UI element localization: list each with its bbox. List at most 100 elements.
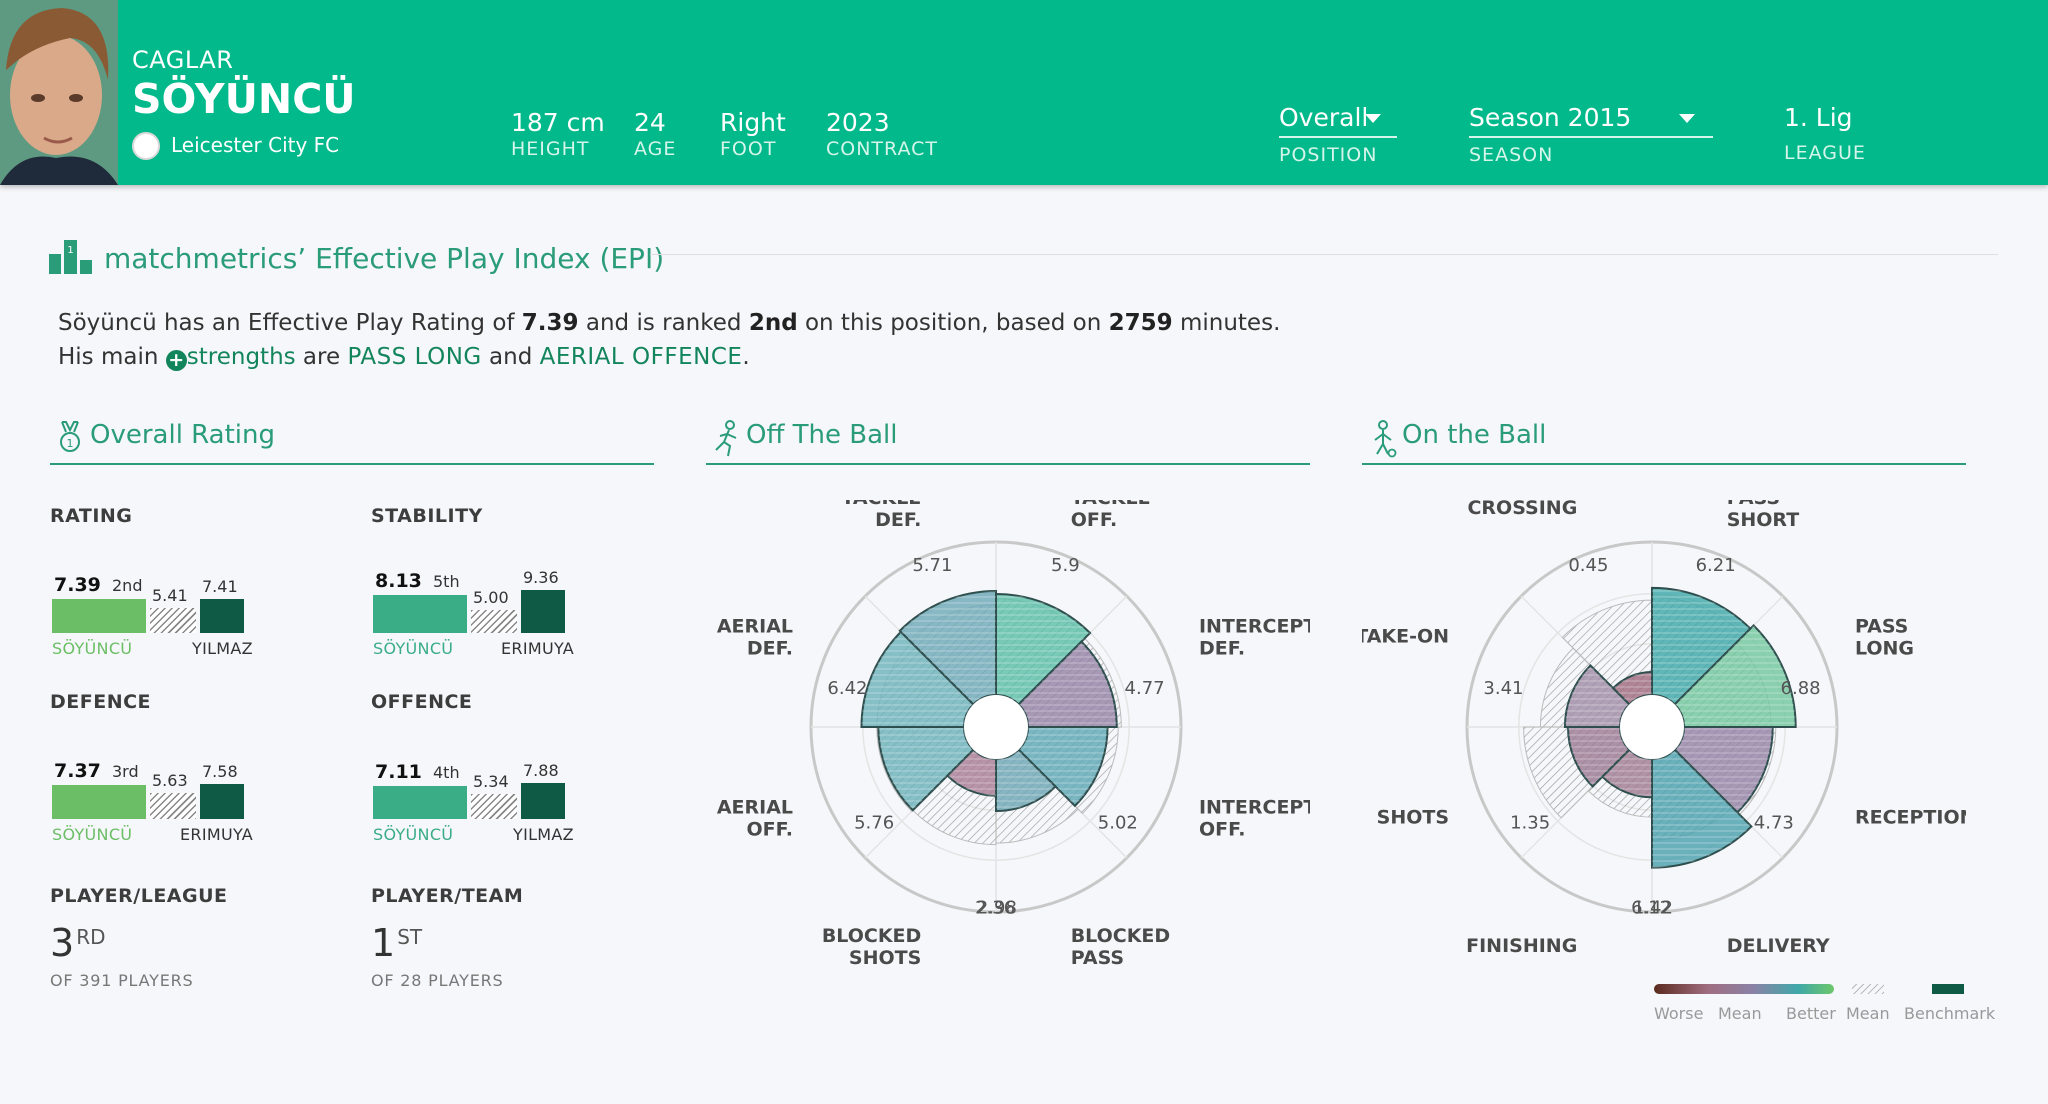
chevron-down-icon [1365, 114, 1381, 123]
radar-axis-value: 5.71 [912, 555, 952, 576]
radar-axis-value: 5.76 [854, 813, 894, 834]
league-value[interactable]: 1. Lig [1784, 103, 1853, 132]
legend-mean-hatched: Mean [1846, 1004, 1890, 1023]
player-rank: 5th [433, 572, 460, 592]
radar-wedge-texture [1018, 727, 1108, 806]
benchmark-player-label: ERIMUYA [501, 639, 575, 658]
club-name: Leicester City FC [171, 133, 340, 157]
epi-summary-line1: Söyüncü has an Effective Play Rating of … [58, 310, 1281, 336]
player-value: 7.37 [54, 759, 101, 782]
plus-circle-icon: + [165, 350, 187, 371]
radar-axis-value: 2.36 [975, 898, 1015, 919]
radar-wedge-texture [1018, 641, 1117, 727]
benchmark-player-label: YILMAZ [513, 825, 574, 844]
ranking-suffix: RD [76, 925, 106, 949]
radar-wedge-texture [861, 631, 974, 727]
position-select[interactable]: Overall POSITION [1279, 100, 1397, 166]
section-off-the-ball: Off The Ball [706, 418, 1310, 465]
radar-axis-value: 6.12 [1631, 898, 1671, 919]
radar-wedge-texture [899, 590, 996, 705]
player-bar [52, 784, 146, 819]
radar-axis-label: PASSSHORT [1727, 500, 1800, 531]
position-label: POSITION [1279, 144, 1378, 166]
rating-card-defence: DEFENCE 7.37 3rd 5.63 7.58 SÖYÜNCÜ ERIMUYA [50, 691, 270, 844]
radar-wedge-texture [1564, 665, 1630, 727]
radar-axis-value: 4.73 [1754, 813, 1794, 834]
card-label: DEFENCE [50, 691, 152, 713]
radar-axis-label: BLOCKED SHOTS [822, 925, 921, 969]
radar-axis-value: 6.42 [827, 678, 867, 699]
ranking-label: PLAYER/TEAM [371, 885, 524, 907]
epi-rating: 7.39 [521, 310, 579, 336]
strengths-link[interactable]: strengths [186, 344, 296, 370]
radar-axis-value: 5.02 [1098, 813, 1138, 834]
player-value: 7.11 [375, 761, 422, 784]
svg-text:1: 1 [67, 245, 73, 256]
radar-axis-label: TAKE-ON [1362, 625, 1449, 647]
player-value: 8.13 [375, 570, 422, 593]
league-filter[interactable]: 1. Lig LEAGUE [1784, 100, 1866, 164]
ranking-player-league: PLAYER/LEAGUE 3 RD OF 391 PLAYERS [50, 885, 228, 990]
benchmark-value: 7.41 [202, 576, 238, 596]
mean-value: 5.00 [473, 587, 509, 607]
radar-axis-value: 3.41 [1483, 678, 1523, 699]
card-label: STABILITY [371, 505, 483, 527]
radar-axis-label: TACKLEDEF. [841, 500, 921, 531]
radar-axis-value: 1.35 [1510, 813, 1550, 834]
player-first-name: CAGLAR [132, 46, 234, 74]
legend-worse: Worse [1654, 1004, 1704, 1023]
radar-wedge-texture [996, 749, 1056, 812]
radar-wedge-texture [947, 749, 996, 796]
league-label: LEAGUE [1784, 142, 1866, 164]
player-bar [373, 595, 467, 633]
radar-axis-label: INTERCEPT DEF. [1199, 615, 1310, 659]
radar-wedge-texture [1613, 672, 1652, 705]
mean-bar [471, 609, 517, 633]
season-select[interactable]: Season 2015 SEASON [1469, 100, 1713, 166]
player-rank: 2nd [112, 575, 143, 595]
stat-foot: Right FOOT [720, 108, 786, 160]
stat-age: 24 AGE [634, 108, 676, 160]
radar-axis-value: 6.88 [1781, 678, 1821, 699]
strength-2: AERIAL OFFENCE [539, 344, 743, 370]
radar-wedge-texture [878, 727, 974, 811]
position-value[interactable]: Overall [1279, 100, 1397, 138]
radar-axis-label: CROSSING [1467, 500, 1577, 519]
radar-axis-label: INTERCEPT OFF. [1199, 797, 1310, 841]
radar-axis-label: AERIAL OFF. [717, 797, 793, 841]
benchmark-bar [521, 782, 565, 819]
legend-mean: Mean [1718, 1004, 1762, 1023]
player-club: Leicester City FC [132, 133, 339, 157]
radar-wedge-texture [1602, 749, 1652, 798]
radar-axis-value: 4.77 [1125, 678, 1165, 699]
ranking-suffix: ST [397, 925, 423, 949]
card-label: RATING [50, 505, 133, 527]
epi-title: matchmetrics’ Effective Play Index (EPI) [104, 242, 665, 275]
radar-axis-label: SHOTS [1377, 807, 1449, 829]
stat-label: HEIGHT [511, 138, 590, 160]
benchmark-bar [200, 783, 244, 819]
radar-wedge-texture [1674, 727, 1773, 813]
player-value: 7.39 [54, 573, 101, 596]
epi-summary-line2: His main + strengths are PASS LONG and AE… [58, 344, 750, 371]
player-avatar [0, 0, 118, 185]
benchmark-value: 7.58 [202, 761, 238, 781]
rating-card-offence: OFFENCE 7.11 4th 5.34 7.88 SÖYÜNCÜ YILMAZ [371, 691, 591, 844]
section-title: On the Ball [1402, 420, 1547, 450]
player-name-label: SÖYÜNCÜ [52, 825, 133, 844]
mean-value: 5.63 [152, 770, 188, 790]
radar-wedge-texture [1652, 749, 1752, 868]
ranking-sub: OF 28 PLAYERS [371, 971, 504, 990]
ranking-sub: OF 391 PLAYERS [50, 971, 194, 990]
card-label: OFFENCE [371, 691, 473, 713]
season-value[interactable]: Season 2015 [1469, 100, 1713, 138]
svg-text:1: 1 [67, 437, 74, 450]
stat-label: AGE [634, 138, 677, 160]
podium-icon: 1 [49, 240, 92, 274]
radar-axis-value: 2.98 [977, 898, 1017, 919]
ranking-label: PLAYER/LEAGUE [50, 885, 228, 907]
stat-value: 2023 [826, 108, 890, 137]
mean-value: 5.41 [152, 586, 188, 605]
